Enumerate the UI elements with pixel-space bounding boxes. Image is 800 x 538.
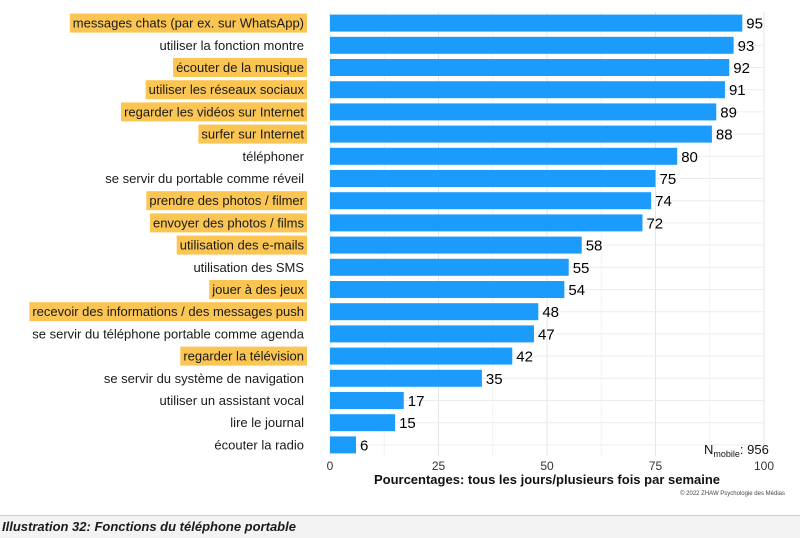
label-highlight: [180, 346, 307, 366]
value-label: 15: [399, 415, 416, 432]
category-label: lire le journal: [230, 415, 304, 430]
category-label: se servir du portable comme réveil: [105, 171, 304, 186]
label-highlight: [176, 235, 307, 255]
value-label: 54: [568, 282, 585, 299]
value-label: 17: [408, 393, 425, 410]
value-label: 80: [681, 149, 698, 166]
category-label: écouter la radio: [214, 437, 304, 452]
category-labels: messages chats (par ex. sur WhatsApp) uti…: [32, 16, 304, 453]
value-label: 55: [573, 260, 590, 277]
bar: [330, 369, 482, 387]
category-label: jouer à des jeux: [211, 282, 304, 297]
category-label: utiliser un assistant vocal: [159, 393, 304, 408]
bar: [330, 347, 513, 365]
sample-size-subscript: mobile: [713, 449, 740, 459]
value-label: 89: [720, 104, 737, 121]
label-highlight: [198, 124, 307, 144]
label-highlight: [145, 80, 307, 100]
sample-size-value: : 956: [740, 442, 769, 457]
value-label: 88: [716, 127, 733, 144]
figure-caption-bar: Illustration 32: Fonctions du téléphone …: [0, 515, 800, 538]
value-label: 42: [516, 349, 533, 366]
bar: [330, 236, 582, 254]
x-tick-label: 25: [432, 459, 446, 473]
bar: [330, 147, 678, 165]
bar: [330, 214, 643, 232]
category-label: se servir du téléphone portable comme ag…: [32, 326, 304, 341]
value-label: 91: [729, 82, 746, 99]
sample-size-prefix: N: [704, 442, 713, 457]
category-label: messages chats (par ex. sur WhatsApp): [73, 16, 304, 31]
category-label: utiliser les réseaux sociaux: [149, 82, 305, 97]
label-highlight: [121, 102, 307, 122]
bar: [330, 414, 396, 432]
value-label: 95: [746, 16, 763, 33]
bar: [330, 436, 357, 454]
bar: [330, 192, 652, 210]
bar: [330, 258, 569, 276]
bar: [330, 281, 565, 298]
bar: [330, 36, 734, 54]
category-label: écouter de la musique: [176, 60, 304, 75]
bar: [330, 392, 404, 409]
label-highlight: [69, 13, 307, 33]
label-highlight: [146, 191, 307, 211]
value-label: 92: [733, 60, 750, 77]
label-highlights: [29, 13, 307, 366]
copyright-credit: © 2022 ZHAW Psychologie des Médias: [680, 490, 785, 497]
category-label: regarder les vidéos sur Internet: [124, 104, 304, 119]
x-tick-label: 0: [327, 459, 334, 473]
value-label: 47: [538, 326, 555, 343]
bar: [330, 170, 656, 187]
bar-chart: messages chats (par ex. sur WhatsApp) uti…: [29, 12, 785, 497]
bar: [330, 303, 539, 321]
category-label: se servir du système de navigation: [104, 371, 304, 386]
value-label: 48: [542, 304, 559, 321]
label-highlight: [149, 213, 307, 233]
x-tick-label: 100: [754, 459, 774, 473]
label-highlight: [173, 58, 307, 77]
label-highlight: [209, 280, 307, 299]
figure-caption: Illustration 32: Fonctions du téléphone …: [2, 519, 296, 534]
category-label: utilisation des SMS: [193, 260, 304, 275]
bar: [330, 14, 743, 32]
bar: [330, 59, 730, 76]
x-tick-label: 50: [540, 459, 554, 473]
category-label: surfer sur Internet: [201, 127, 304, 142]
category-label: regarder la télévision: [183, 349, 304, 364]
value-label: 35: [486, 371, 503, 388]
value-label: 58: [586, 238, 603, 255]
category-label: utiliser la fonction montre: [159, 38, 304, 53]
bar: [330, 103, 717, 121]
category-label: prendre des photos / filmer: [149, 193, 304, 208]
value-label: 75: [660, 171, 677, 188]
value-label: 74: [655, 193, 672, 210]
x-tick-label: 75: [649, 459, 663, 473]
x-axis-ticks: 0 25 50 75 100: [327, 459, 775, 473]
value-label: 72: [646, 215, 663, 232]
x-axis-title: Pourcentages: tous les jours/plusieurs f…: [374, 472, 720, 487]
gridlines: [329, 12, 765, 456]
label-highlight: [29, 302, 307, 322]
sample-size-annotation: Nmobile: 956: [704, 442, 769, 459]
bar: [330, 325, 534, 343]
value-label: 93: [738, 38, 755, 55]
bars: [330, 14, 743, 454]
category-label: envoyer des photos / films: [153, 215, 305, 230]
bar: [330, 81, 725, 99]
category-label: utilisation des e-mails: [180, 238, 305, 253]
category-label: téléphoner: [243, 149, 305, 164]
bar: [330, 125, 712, 143]
category-label: recevoir des informations / des messages…: [32, 304, 304, 319]
value-label: 6: [360, 437, 368, 454]
